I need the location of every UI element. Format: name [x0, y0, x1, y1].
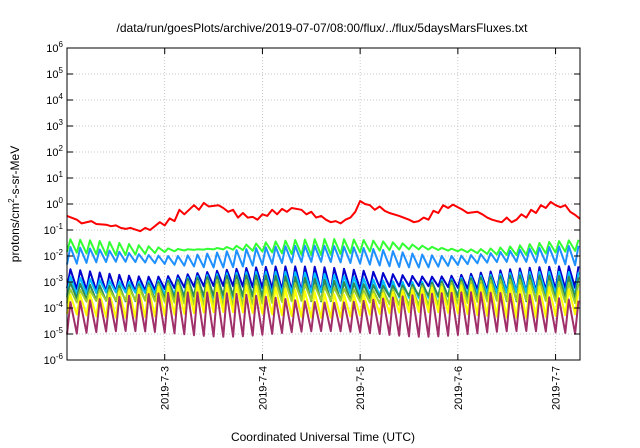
x-tick-label-1: 2019-7-4 [257, 366, 269, 410]
y-tick-base-10: 10 [46, 95, 58, 107]
y-tick-exp-8: 2 [59, 144, 64, 153]
y-tick-base-7: 10 [46, 173, 58, 185]
y-tick-base-1: 10 [44, 329, 56, 341]
y-tick-label-3: 10-3 [44, 274, 64, 289]
y-tick-exp-12: 6 [59, 40, 64, 49]
y-tick-label-4: 10-2 [44, 248, 64, 263]
y-tick-exp-7: 1 [59, 170, 64, 179]
series-line-6 [66, 278, 580, 307]
series-line-1 [66, 238, 580, 257]
y-tick-base-2: 10 [44, 303, 56, 315]
y-tick-base-4: 10 [44, 251, 56, 263]
y-tick-exp-6: 0 [59, 196, 64, 205]
x-tick-label-2: 2019-7-5 [355, 366, 367, 410]
y-tick-exp-1: -5 [56, 326, 64, 335]
y-axis-label-sup: 2 [7, 198, 16, 203]
y-tick-label-1: 10-5 [44, 326, 64, 341]
series-line-7 [66, 283, 580, 319]
y-tick-label-6: 100 [46, 196, 63, 211]
series-line-4 [66, 270, 580, 300]
y-tick-base-9: 10 [46, 121, 58, 133]
y-tick-label-0: 10-6 [44, 352, 64, 367]
y-axis-label: protons/cm2-s-sr-MeV [7, 146, 22, 262]
y-tick-base-11: 10 [46, 69, 58, 81]
x-tick-label-0: 2019-7-3 [160, 366, 172, 410]
series-group [66, 200, 581, 338]
y-tick-label-7: 101 [46, 170, 63, 185]
y-tick-label-2: 10-4 [44, 300, 64, 315]
y-tick-exp-5: -1 [56, 222, 64, 231]
x-tick-label-3: 2019-7-6 [453, 366, 465, 410]
y-tick-label-12: 106 [46, 40, 63, 55]
x-axis-label: Coordinated Universal Time (UTC) [231, 430, 415, 444]
y-tick-label-10: 104 [46, 92, 63, 107]
y-axis-label-main: protons/cm [8, 203, 22, 262]
y-tick-label-11: 105 [46, 66, 63, 81]
y-axis-ticks: 10-610-510-410-310-210-11001011021031041… [44, 40, 580, 367]
series-line-8 [66, 291, 580, 338]
y-tick-base-3: 10 [44, 277, 56, 289]
y-axis-label-rest: -s-sr-MeV [8, 146, 22, 199]
chart-title: /data/run/goesPlots/archive/2019-07-07/0… [117, 21, 529, 35]
y-tick-exp-3: -3 [56, 274, 64, 283]
y-tick-exp-9: 3 [59, 118, 64, 127]
x-tick-label-4: 2019-7-7 [551, 366, 563, 410]
series-line-2 [66, 244, 580, 269]
y-tick-base-0: 10 [44, 355, 56, 367]
series-line-0 [66, 200, 581, 233]
y-tick-base-6: 10 [46, 199, 58, 211]
y-tick-label-5: 10-1 [44, 222, 64, 237]
y-tick-exp-11: 5 [59, 66, 64, 75]
y-tick-exp-2: -4 [56, 300, 64, 309]
y-tick-exp-4: -2 [56, 248, 64, 257]
y-tick-label-9: 103 [46, 118, 63, 133]
x-axis-ticks: 2019-7-3 2019-7-4 2019-7-5 2019-7-6 2019-7-7 [160, 48, 563, 410]
y-tick-exp-10: 4 [59, 92, 64, 101]
y-tick-label-8: 102 [46, 144, 63, 159]
y-tick-base-5: 10 [44, 225, 56, 237]
y-tick-exp-0: -6 [56, 352, 64, 361]
y-tick-base-8: 10 [46, 147, 58, 159]
y-tick-base-12: 10 [46, 43, 58, 55]
